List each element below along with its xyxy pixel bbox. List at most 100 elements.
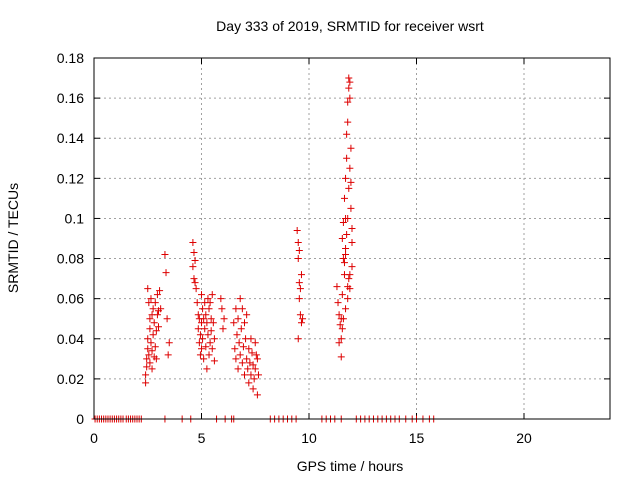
data-point [162,269,170,277]
data-point [346,164,354,172]
data-point [338,291,346,299]
x-tick-label: 15 [409,430,425,446]
data-point [189,263,197,271]
data-point [237,325,245,333]
data-point [194,325,202,333]
data-point [145,299,153,307]
data-point [344,295,352,303]
data-point [346,94,354,102]
data-point [335,339,343,347]
data-point [253,355,261,363]
y-tick-label: 0.06 [57,291,84,307]
data-point [200,315,208,323]
data-point [220,315,228,323]
y-tick-label: 0.12 [57,170,84,186]
data-point [152,355,160,363]
plot-frame [93,57,611,420]
data-point [250,375,258,383]
data-point [343,154,351,162]
data-point [147,295,155,303]
data-point [207,315,215,323]
data-point [148,365,156,373]
data-point [299,315,307,323]
data-point [239,343,247,351]
axis-ticks [93,57,610,420]
data-point [142,371,150,379]
data-point [165,339,173,347]
y-tick-label: 0.18 [57,50,84,66]
data-point [147,339,155,347]
data-point [193,299,201,307]
data-point [345,275,353,283]
data-point [338,325,346,333]
data-point [347,204,355,212]
data-point [152,327,160,335]
data-point [209,319,217,327]
data-point [337,335,345,343]
data-point [196,331,204,339]
data-point [203,319,211,327]
data-point [295,247,303,255]
y-tick-label: 0.1 [65,210,85,226]
data-point [234,315,242,323]
data-point [344,98,352,106]
data-point [344,214,352,222]
data-point [252,351,260,359]
data-point [345,74,353,82]
x-tick-label: 5 [198,430,206,446]
data-point [143,355,151,363]
data-point [202,343,210,351]
data-point [192,285,200,293]
data-point [145,351,153,359]
data-point [248,349,256,357]
data-point [144,285,152,293]
data-point [297,271,305,279]
data-point [339,315,347,323]
data-point [294,335,302,343]
data-point [334,299,342,307]
data-point [201,325,209,333]
data-point [238,359,246,367]
data-point [164,351,172,359]
data-point [348,224,356,232]
data-point [190,249,198,257]
data-point [249,385,257,393]
data-point [205,351,213,359]
data-point [149,305,157,313]
data-point [232,305,240,313]
x-tick-labels: 0 5 10 15 20 [90,430,532,446]
data-point [233,331,241,339]
data-point [151,299,159,307]
data-point [202,311,210,319]
data-point [198,345,205,353]
data-point [343,230,351,238]
data-point [208,345,216,353]
data-point [297,319,305,327]
data-point [163,315,171,323]
data-point [144,335,152,343]
data-point [218,305,226,313]
data-point [234,365,242,373]
data-point [210,335,218,343]
data-point [199,335,207,343]
data-point [195,339,203,347]
data-point [293,226,301,234]
data-point [194,311,202,319]
data-point [342,174,350,182]
data-point [198,291,205,299]
data-point [153,311,161,319]
data-point [189,239,197,247]
data-point [245,345,253,353]
x-axis-label: GPS time / hours [297,458,404,474]
data-point [247,335,255,343]
data-point [196,351,204,359]
y-tick-label: 0.02 [57,371,84,387]
x-tick-label: 20 [516,430,532,446]
data-point [333,283,341,291]
y-tick-label: 0.16 [57,90,84,106]
data-point [203,365,211,373]
data-point [249,361,257,369]
data-point [343,130,351,138]
data-point [251,339,259,347]
data-point [205,305,213,313]
